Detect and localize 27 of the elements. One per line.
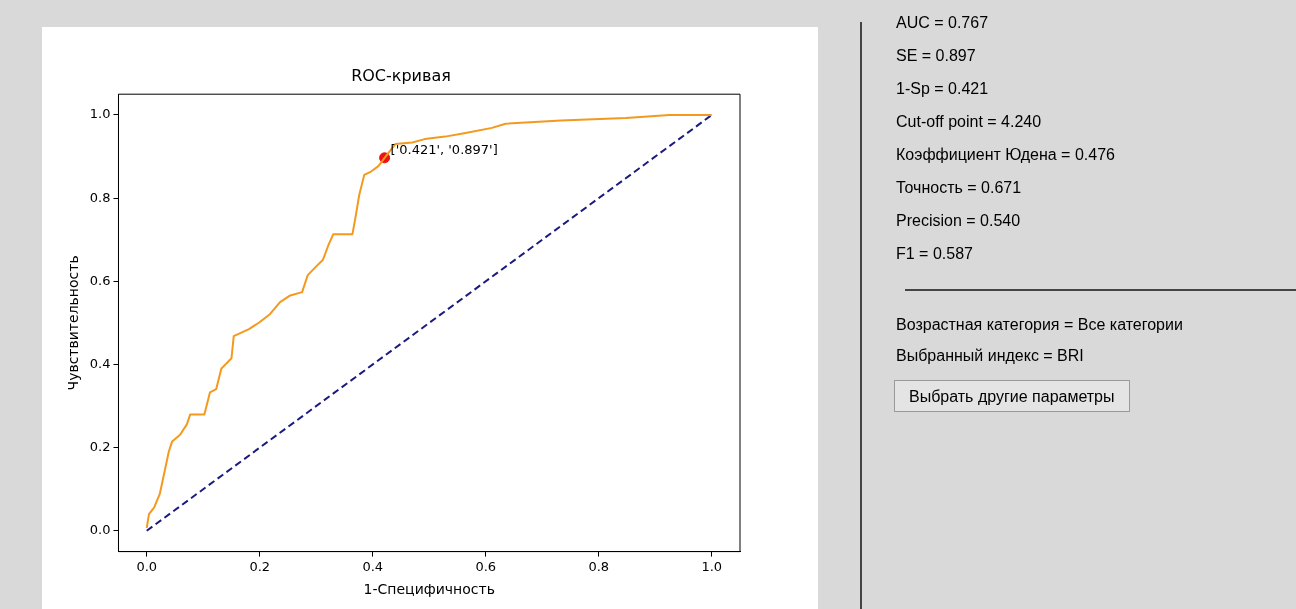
y-tick-label: 1.0 bbox=[89, 106, 111, 122]
text: F1 = 0.587 bbox=[896, 244, 974, 264]
text: Cut-off point = 4.240 bbox=[896, 112, 1043, 132]
x-tick-label: 0.8 bbox=[588, 558, 610, 574]
text: Возрастная категория = Все категории bbox=[896, 315, 1183, 335]
chart-title: ROC-кривая bbox=[351, 65, 451, 85]
text: Выбранный индекс = BRI bbox=[896, 346, 1085, 366]
x-tick-label: 1.0 bbox=[701, 558, 723, 574]
text: Коэффициент Юдена = 0.476 bbox=[896, 145, 1115, 165]
y-tick-label: 0.2 bbox=[89, 439, 111, 455]
x-tick-label: 0.4 bbox=[362, 558, 384, 574]
x-tick-label: 0.2 bbox=[249, 558, 271, 574]
y-tick-label: 0.6 bbox=[89, 272, 111, 288]
x-tick-label: 0.0 bbox=[136, 558, 158, 574]
y-tick-label: 0.8 bbox=[89, 189, 111, 205]
text: SE = 0.897 bbox=[896, 46, 977, 66]
y-axis-title: Чувствительность bbox=[65, 255, 82, 391]
annotation: ['0.421', '0.897'] bbox=[390, 141, 498, 157]
y-tick-label: 0.0 bbox=[89, 522, 111, 538]
x-tick-label: 0.6 bbox=[475, 558, 497, 574]
text: Точность = 0.671 bbox=[896, 178, 1023, 198]
text: 1-Sp = 0.421 bbox=[896, 79, 990, 99]
text: Выбрать другие параметры bbox=[894, 380, 1130, 412]
text: Precision = 0.540 bbox=[896, 211, 1022, 231]
text: AUC = 0.767 bbox=[896, 13, 990, 33]
y-tick-label: 0.4 bbox=[89, 355, 111, 371]
x-axis-title: 1-Специфичность bbox=[363, 581, 495, 598]
